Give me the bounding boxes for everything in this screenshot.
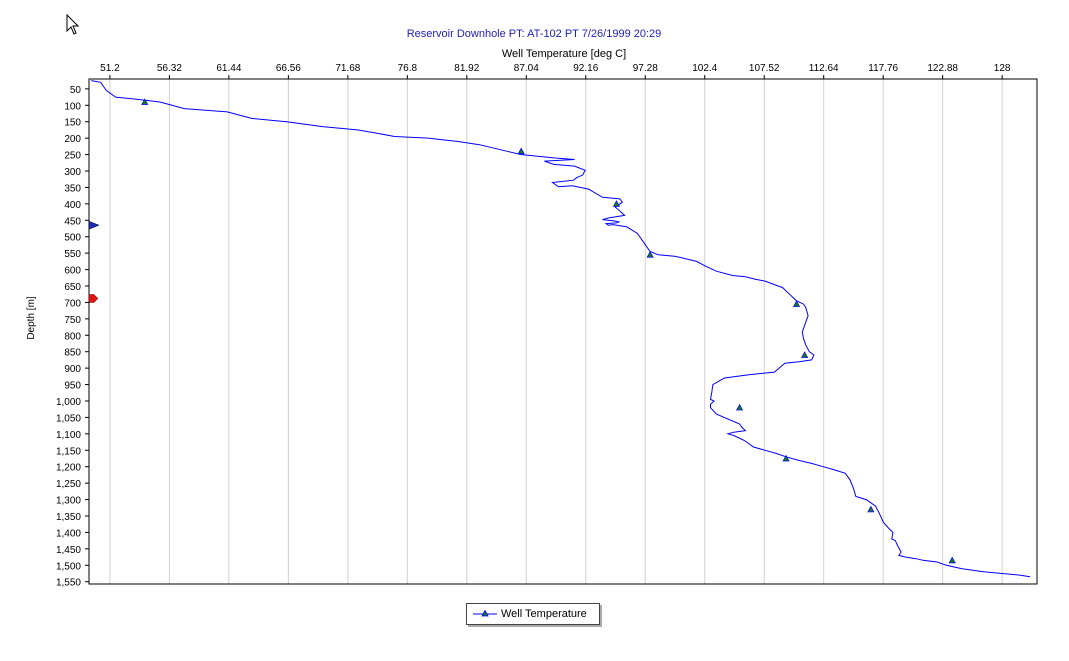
x-tick-label: 92.16	[573, 63, 598, 74]
x-tick-label: 117.76	[868, 63, 898, 74]
y-tick-label: 1,350	[56, 512, 81, 523]
y-tick-label: 200	[64, 134, 81, 145]
y-tick-label: 1,250	[56, 479, 81, 490]
series-line-well-temperature	[91, 80, 1031, 578]
y-tick-label: 1,050	[56, 413, 81, 424]
y-tick-label: 50	[70, 85, 82, 96]
x-tick-label: 56.32	[157, 63, 182, 74]
y-tick-label: 1,550	[56, 578, 81, 589]
y-tick-label: 600	[64, 266, 81, 277]
data-point-marker	[517, 147, 525, 155]
y-tick-label: 850	[64, 348, 81, 359]
data-point-marker	[735, 403, 744, 411]
chart-legend[interactable]: Well Temperature	[466, 603, 600, 625]
plot-area	[88, 78, 1038, 585]
data-point-marker	[782, 454, 790, 462]
y-tick-label: 350	[64, 183, 81, 194]
y-tick-label: 900	[64, 364, 81, 375]
data-point-marker	[646, 251, 654, 258]
x-tick-label: 128	[994, 63, 1011, 74]
x-tick-label: 107.52	[749, 63, 780, 74]
y-tick-label: 100	[64, 101, 81, 112]
x-tick-label: 61.44	[216, 63, 241, 74]
y-tick-label: 800	[64, 331, 81, 342]
y-tick-label: 950	[64, 381, 81, 392]
depth-pointer-red-icon[interactable]	[88, 294, 99, 303]
chart-title: Reservoir Downhole PT: AT-102 PT 7/26/19…	[407, 28, 662, 40]
data-point-marker	[792, 300, 801, 307]
y-axis-label: Depth [m]	[26, 296, 37, 340]
y-tick-label: 1,400	[56, 528, 81, 539]
mouse-cursor-icon	[66, 13, 80, 41]
data-point-marker	[141, 98, 149, 105]
x-axis-ticks: 51.2 56.32 61.44 66.56 71.68 76.8 81.92 87.04 92…	[100, 63, 1011, 79]
y-tick-label: 400	[64, 200, 81, 211]
x-tick-label: 71.68	[335, 63, 360, 74]
y-tick-label: 1,100	[56, 430, 81, 441]
y-tick-label: 1,000	[56, 397, 81, 408]
y-tick-label: 1,200	[56, 463, 81, 474]
data-point-marker	[612, 200, 621, 207]
x-tick-label: 112.64	[809, 63, 839, 74]
y-tick-label: 150	[64, 118, 81, 129]
legend-label: Well Temperature	[501, 608, 587, 620]
y-tick-label: 1,450	[56, 545, 81, 556]
series-markers	[141, 98, 956, 564]
data-point-marker	[948, 556, 956, 564]
x-tick-label: 81.92	[454, 63, 479, 74]
y-tick-label: 550	[64, 249, 81, 260]
depth-markers[interactable]	[88, 220, 100, 303]
y-tick-label: 1,500	[56, 561, 81, 572]
y-tick-label: 650	[64, 282, 81, 293]
y-tick-label: 250	[64, 151, 81, 162]
x-tick-label: 87.04	[514, 63, 539, 74]
y-tick-label: 1,150	[56, 446, 81, 457]
y-tick-label: 450	[64, 216, 81, 227]
y-tick-label: 300	[64, 167, 81, 178]
data-point-marker	[867, 505, 875, 513]
y-tick-label: 700	[64, 298, 81, 309]
y-tick-label: 1,300	[56, 496, 81, 507]
x-tick-label: 66.56	[276, 63, 301, 74]
legend-line-triangle-icon	[473, 608, 497, 623]
x-tick-label: 51.2	[100, 63, 120, 74]
y-tick-label: 750	[64, 315, 81, 326]
x-tick-label: 122.88	[927, 63, 958, 74]
x-tick-label: 102.4	[692, 63, 717, 74]
y-tick-label: 500	[64, 233, 81, 244]
x-axis-label: Well Temperature [deg C]	[502, 48, 626, 60]
x-tick-label: 76.8	[398, 63, 418, 74]
y-axis-ticks: 50 100 150 200 250 300 350 400 450 500 550 600 650 70…	[56, 85, 89, 589]
grid-lines	[109, 79, 1003, 584]
x-tick-label: 97.28	[633, 63, 658, 74]
data-point-marker	[801, 351, 809, 358]
depth-pointer-blue-icon[interactable]	[88, 220, 100, 230]
